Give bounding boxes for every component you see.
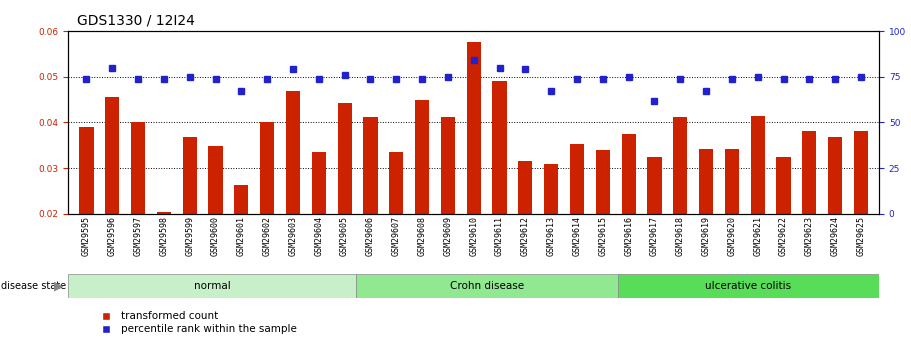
Bar: [854, 131, 868, 305]
Bar: [518, 161, 532, 305]
Bar: [286, 91, 300, 305]
Text: GSM29609: GSM29609: [444, 216, 453, 256]
Text: GSM29598: GSM29598: [159, 216, 169, 256]
Text: GSM29618: GSM29618: [676, 216, 685, 256]
Bar: [751, 116, 765, 305]
Text: GSM29611: GSM29611: [495, 216, 504, 256]
Bar: [828, 137, 843, 305]
Bar: [648, 157, 661, 305]
Text: GSM29623: GSM29623: [805, 216, 814, 256]
Text: GSM29616: GSM29616: [624, 216, 633, 256]
Text: GSM29622: GSM29622: [779, 216, 788, 256]
Bar: [157, 211, 171, 305]
Text: ulcerative colitis: ulcerative colitis: [705, 282, 792, 291]
Text: GDS1330 / 12I24: GDS1330 / 12I24: [77, 14, 195, 28]
Text: GSM29602: GSM29602: [262, 216, 271, 256]
Legend: transformed count, percentile rank within the sample: transformed count, percentile rank withi…: [92, 307, 301, 338]
Bar: [234, 185, 249, 305]
Bar: [441, 117, 455, 305]
Bar: [312, 152, 326, 305]
Bar: [356, 274, 618, 298]
Bar: [182, 137, 197, 305]
Text: GSM29619: GSM29619: [701, 216, 711, 256]
Bar: [415, 100, 429, 305]
Bar: [466, 42, 481, 305]
Bar: [776, 157, 791, 305]
Text: GSM29614: GSM29614: [572, 216, 581, 256]
Text: GSM29610: GSM29610: [469, 216, 478, 256]
Text: GSM29620: GSM29620: [727, 216, 736, 256]
Text: GSM29604: GSM29604: [314, 216, 323, 256]
Bar: [389, 152, 404, 305]
Text: disease state: disease state: [1, 282, 66, 291]
Bar: [337, 103, 352, 305]
Text: GSM29617: GSM29617: [650, 216, 659, 256]
Text: GSM29600: GSM29600: [211, 216, 220, 256]
Bar: [570, 145, 584, 305]
Bar: [260, 122, 274, 305]
Text: GSM29621: GSM29621: [753, 216, 763, 256]
Text: GSM29606: GSM29606: [366, 216, 375, 256]
Bar: [68, 274, 356, 298]
Text: GSM29615: GSM29615: [599, 216, 608, 256]
Text: ▶: ▶: [54, 280, 64, 293]
Text: GSM29608: GSM29608: [417, 216, 426, 256]
Bar: [803, 131, 816, 305]
Bar: [544, 164, 558, 305]
Bar: [105, 97, 119, 305]
Bar: [699, 149, 713, 305]
Text: GSM29595: GSM29595: [82, 216, 91, 256]
Bar: [673, 117, 688, 305]
Text: GSM29601: GSM29601: [237, 216, 246, 256]
Text: GSM29625: GSM29625: [856, 216, 865, 256]
Text: GSM29607: GSM29607: [392, 216, 401, 256]
Text: GSM29605: GSM29605: [340, 216, 349, 256]
Bar: [363, 117, 377, 305]
Bar: [79, 127, 94, 305]
Bar: [493, 81, 507, 305]
Bar: [725, 149, 739, 305]
Bar: [131, 122, 145, 305]
Bar: [621, 134, 636, 305]
Text: Crohn disease: Crohn disease: [450, 282, 524, 291]
Bar: [618, 274, 879, 298]
Text: GSM29624: GSM29624: [831, 216, 840, 256]
Text: normal: normal: [194, 282, 230, 291]
Text: GSM29597: GSM29597: [134, 216, 142, 256]
Text: GSM29613: GSM29613: [547, 216, 556, 256]
Bar: [596, 150, 610, 305]
Text: GSM29596: GSM29596: [107, 216, 117, 256]
Text: GSM29599: GSM29599: [185, 216, 194, 256]
Text: GSM29603: GSM29603: [289, 216, 298, 256]
Bar: [209, 146, 222, 305]
Text: GSM29612: GSM29612: [521, 216, 530, 256]
